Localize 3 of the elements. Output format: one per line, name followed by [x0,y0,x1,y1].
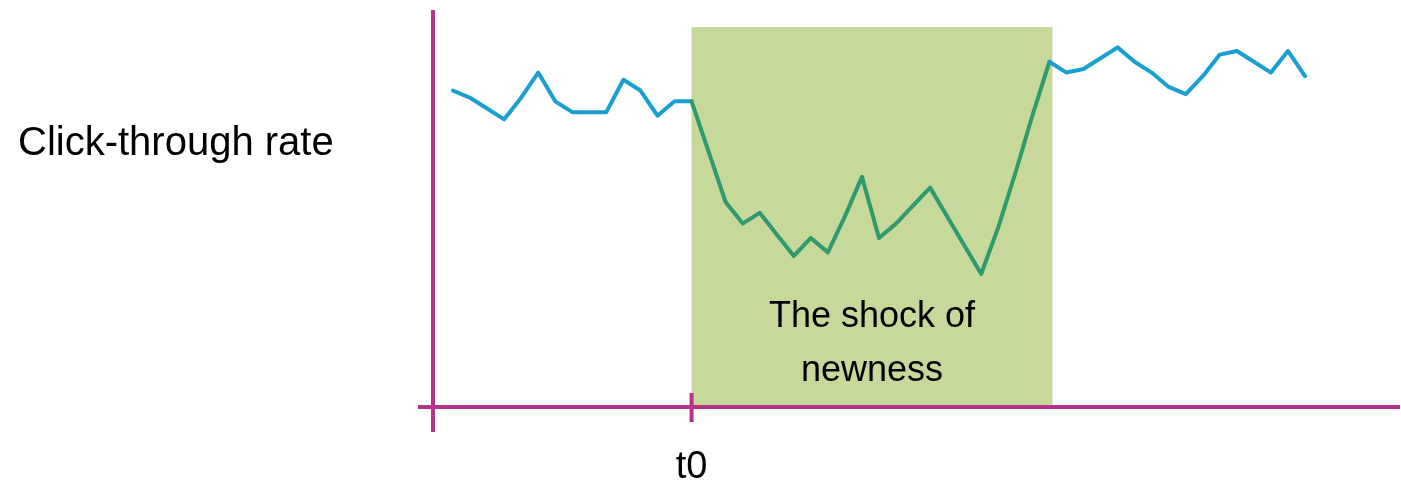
y-axis-title: Click-through rate [18,119,334,163]
text: t0 [675,444,708,484]
annotation: The shock of newness [768,294,977,389]
